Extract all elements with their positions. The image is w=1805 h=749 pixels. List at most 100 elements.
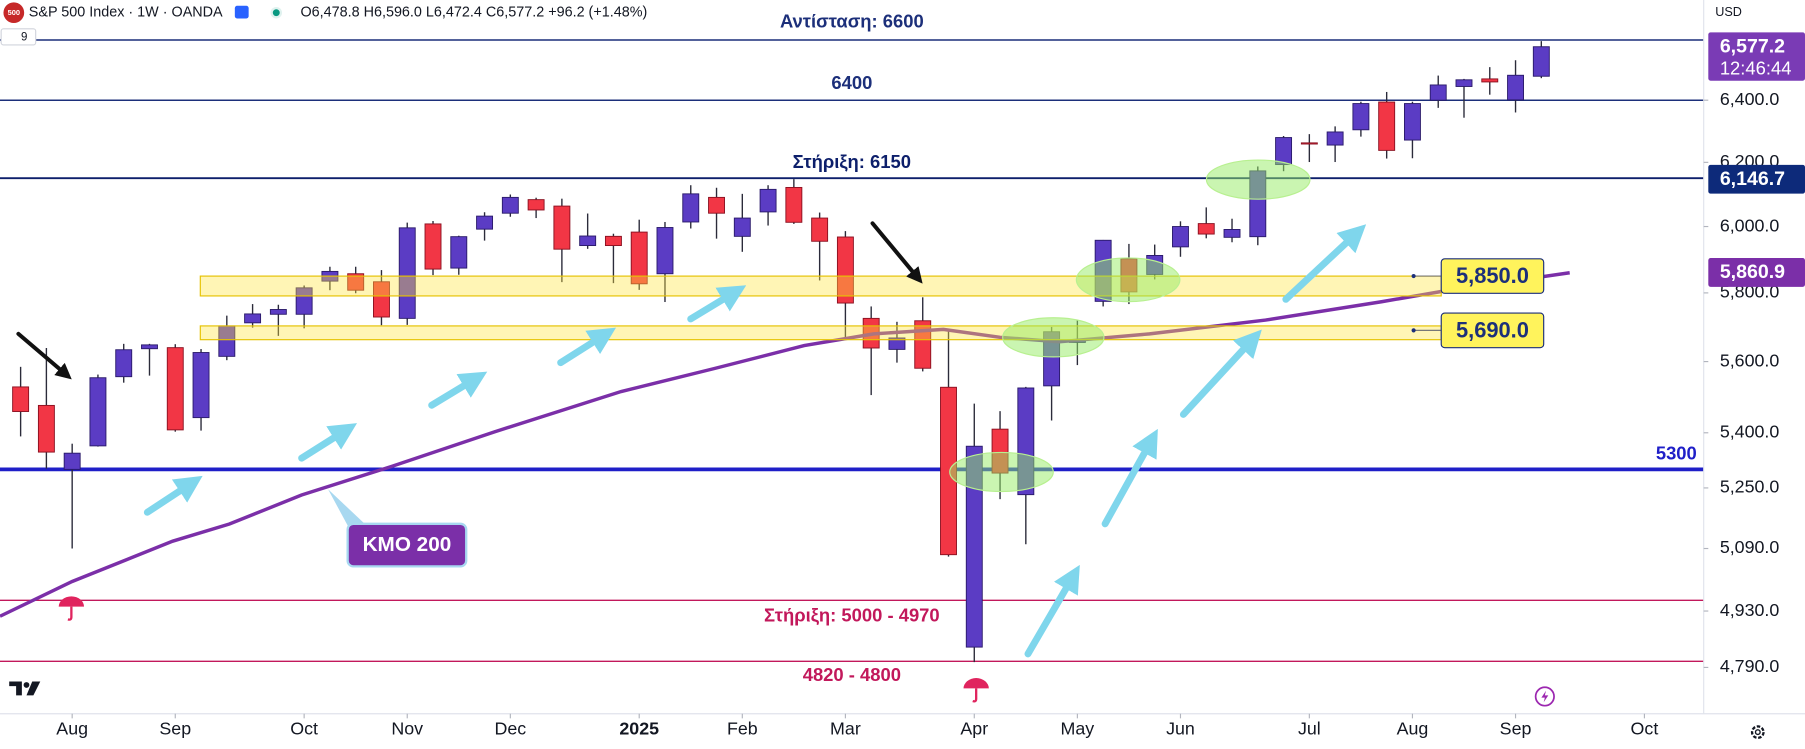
price-tags: 6,577.212:46:44 6,146.7 5,860.9	[1708, 32, 1805, 287]
alert-icon[interactable]	[1534, 686, 1555, 707]
ohlc-values: O6,478.8 H6,596.0 L6,472.4 C6,577.2 +96.…	[300, 4, 647, 20]
candle-body	[1300, 142, 1318, 145]
level-label: 5300	[1656, 442, 1697, 463]
arrows	[143, 224, 1367, 658]
highlight-ellipse	[1002, 317, 1105, 358]
candle-body	[888, 337, 906, 350]
arrow	[1282, 224, 1367, 303]
candle-body	[604, 235, 622, 247]
zone-tag	[1440, 258, 1545, 294]
x-tick-label: Jul	[1298, 719, 1321, 739]
candle-body	[1223, 229, 1241, 238]
y-tick-label: 5,250.0	[1720, 477, 1780, 497]
candle-body	[373, 281, 390, 318]
symbol-title[interactable]: S&P 500 Index · 1W · OANDA	[29, 4, 223, 20]
x-tick-label: Aug	[1397, 719, 1429, 739]
price-tag-label: 5,860.9	[1720, 261, 1785, 283]
annotations: ΚΜΟ 200 Αντίσταση: 6600 6400 Στήριξη: 6150…	[16, 11, 1697, 707]
x-tick-label: Aug	[56, 719, 88, 739]
candle-body	[630, 231, 648, 285]
candles	[12, 41, 1550, 663]
price-tag-sub: 12:46:44	[1720, 58, 1792, 79]
indicator-count-box[interactable]	[0, 28, 37, 46]
candle-body	[1429, 84, 1447, 101]
candle-body	[733, 217, 751, 237]
black-arrows	[16, 221, 923, 380]
candle-body	[527, 199, 545, 211]
candle-body	[1403, 103, 1421, 141]
indicator-count[interactable]: 9	[21, 31, 27, 43]
candle-body	[1275, 137, 1293, 166]
arrow	[1101, 428, 1158, 528]
tradingview-logo[interactable]	[9, 681, 41, 696]
candle-body	[244, 313, 262, 324]
x-tick-label: Oct	[1631, 719, 1659, 739]
sma-line	[0, 271, 1570, 618]
arrow	[557, 327, 617, 367]
y-tick-label: 5,090.0	[1720, 537, 1780, 557]
x-tick-label: Sep	[1500, 719, 1532, 739]
arrow	[1179, 329, 1262, 418]
candle-body	[141, 344, 158, 350]
candle-body	[424, 223, 442, 270]
price-tag	[1708, 258, 1805, 287]
level-label: Στήριξη: 5000 - 4970	[764, 604, 940, 626]
candle-body	[63, 452, 81, 470]
highlight-ellipse	[1205, 159, 1311, 200]
y-tick-label: 4,930.0	[1720, 600, 1780, 620]
candle-body	[965, 445, 983, 648]
arrow	[428, 371, 488, 409]
y-tick-label: 5,600.0	[1720, 350, 1780, 370]
candle-body	[1532, 46, 1550, 77]
candle-body	[1455, 79, 1473, 87]
highlight-ellipse	[949, 451, 1054, 493]
zone-tag-label: 5,690.0	[1456, 317, 1529, 342]
axes: 6,400.06,200.06,000.05,800.05,600.05,400…	[56, 89, 1779, 739]
price-tag	[1708, 32, 1805, 81]
arrow	[16, 331, 72, 380]
price-tag-label: 6,577.2	[1720, 35, 1785, 57]
candle-body	[398, 227, 416, 319]
candle-body	[553, 205, 571, 250]
callout-label: ΚΜΟ 200	[363, 533, 452, 556]
x-tick-label: May	[1061, 719, 1095, 739]
event-icon	[58, 596, 85, 621]
x-tick-label: Oct	[290, 719, 318, 739]
plot-area: 5,850.05,690.0 ΚΜΟ 2	[0, 11, 1704, 707]
x-tick-label: Sep	[159, 719, 191, 739]
level-label: Στήριξη: 6150	[793, 151, 911, 173]
candle-body	[295, 287, 313, 315]
currency[interactable]: USD	[1715, 5, 1742, 19]
candle-body	[37, 404, 55, 453]
level-label: 4820 - 4800	[803, 664, 901, 685]
candle-body	[1507, 74, 1524, 101]
x-tick-label: Nov	[391, 719, 423, 739]
flag-icon[interactable]	[234, 5, 249, 19]
candle-body	[12, 386, 30, 412]
price-tag-label: 6,146.7	[1720, 168, 1785, 190]
level-label: Αντίσταση: 6600	[780, 11, 924, 32]
zone-anchor	[1411, 328, 1416, 333]
header: 500 S&P 500 Index · 1W · OANDA O6,478.8 …	[0, 2, 1742, 46]
highlight-ellipse	[1075, 257, 1181, 303]
candle-body	[579, 235, 597, 247]
candle-body	[1197, 223, 1215, 235]
candle-body	[1378, 101, 1396, 151]
candle-body	[759, 188, 777, 213]
settings-icon[interactable]	[1750, 725, 1765, 740]
candle-body	[1481, 78, 1499, 83]
candle-body	[1326, 131, 1344, 146]
level-label: 6400	[831, 72, 872, 93]
zone-tag	[1440, 312, 1545, 349]
zone-anchor	[1411, 274, 1416, 279]
x-tick-label: Feb	[727, 719, 758, 739]
candle-body	[1172, 226, 1189, 248]
arrow	[143, 475, 203, 516]
event-icon	[963, 678, 989, 703]
y-tick-label: 5,400.0	[1720, 421, 1780, 441]
arrow	[687, 285, 747, 323]
candle-body	[269, 309, 287, 315]
arrow	[870, 221, 923, 284]
candle-body	[501, 196, 519, 214]
